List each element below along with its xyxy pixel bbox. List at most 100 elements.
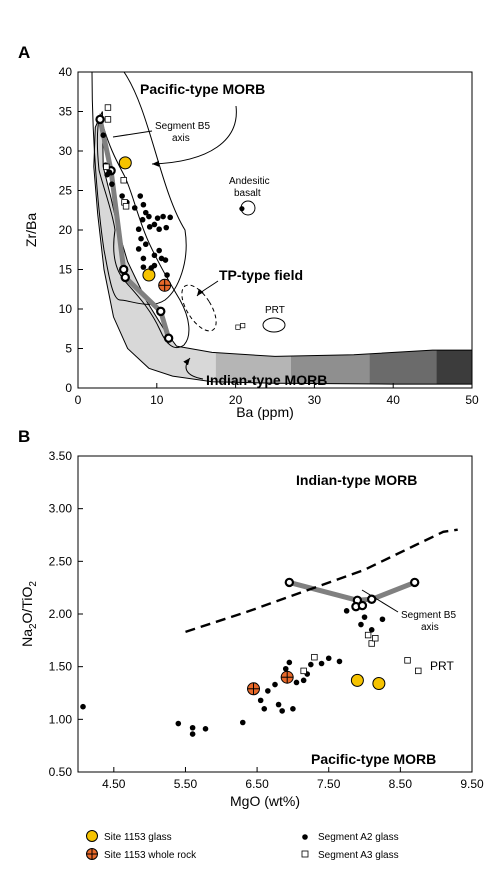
- b-segment-a2-glass-point-14: [290, 706, 296, 712]
- a-segment-a2-glass-point-11: [146, 213, 152, 220]
- b-segment-a2-glass-point-20: [325, 655, 332, 662]
- b-segment-a2-glass-point-0: [80, 703, 86, 710]
- prt-label-a: PRT: [265, 305, 285, 316]
- a-y-tick-label: 5: [65, 342, 72, 356]
- a-site-1153-glass-point-1: [142, 268, 156, 282]
- a-segment-a2-glass-point-0: [100, 132, 107, 138]
- a-segment-a2-glass-point-17: [146, 224, 153, 230]
- b-site-1153-glass-point-0: [350, 673, 364, 687]
- b-x-tick-label: 5.50: [174, 777, 198, 791]
- a-andesitic-basalt-point-0: [239, 206, 245, 212]
- legend-label-site-whole-rock: Site 1153 whole rock: [104, 850, 197, 861]
- pacific-type-field-outline: [91, 71, 187, 305]
- indian-field-step-3: [369, 111, 437, 385]
- b-dividing-line-line: [185, 528, 458, 634]
- b-segment-a2-glass-point-16: [300, 677, 307, 684]
- a-y-tick-label: 10: [59, 302, 73, 316]
- b-segment-a2-glass-point-24: [361, 614, 368, 620]
- b-segment-b5-axis-point-2: [367, 594, 377, 604]
- b-segment-a2-glass-point-1: [175, 720, 182, 727]
- b-segment-a2-glass-point-7: [261, 706, 268, 712]
- b-segment-b5-axis-extra-point-1: [357, 600, 368, 611]
- b-segment-a3-glass-point-3: [368, 640, 375, 647]
- a-segment-a3-glass-point-3: [120, 177, 127, 184]
- panel-b-y-label: Na2O/TiO2: [19, 581, 39, 647]
- a-segment-b5-axis-point-5: [163, 333, 174, 343]
- b-segment-a2-glass-point-10: [279, 708, 285, 714]
- a-y-tick-label: 30: [59, 144, 73, 158]
- a-segment-a2-glass-point-24: [151, 252, 158, 259]
- tp-type-field-ellipse: [181, 284, 217, 332]
- b-segment-a2-glass-point-6: [257, 697, 264, 704]
- b-segment-b5-axis-point-0: [284, 577, 295, 588]
- indian-type-label-b: Indian-type MORB: [296, 472, 417, 488]
- y-label-sub2: 2: [28, 581, 39, 587]
- b-segment-a2-glass-point-26: [379, 616, 386, 623]
- a-segment-a2-glass-point-19: [163, 224, 170, 231]
- a-segment-a3-glass-point-2: [103, 163, 110, 170]
- a-x-tick-label: 20: [229, 393, 243, 407]
- b-segment-a2-glass-point-3: [189, 731, 196, 737]
- b-y-tick-label: 1.50: [49, 660, 73, 674]
- a-y-tick-label: 20: [59, 223, 73, 237]
- b-segment-a2-glass-point-5: [239, 719, 246, 726]
- tp-arrow: [196, 280, 219, 297]
- a-segment-a3-glass-point-5: [122, 203, 130, 210]
- b-x-tick-label: 6.50: [245, 777, 269, 791]
- segment-b5-label-a-line2: axis: [172, 133, 190, 144]
- a-segment-a2-glass-point-5: [119, 193, 125, 199]
- b-segment-a3-glass-point-2: [364, 631, 372, 639]
- a-segment-a3-glass-point-1: [104, 116, 112, 123]
- segment-b5-axis-leader-b: [361, 589, 399, 613]
- a-segment-a2-glass-point-13: [154, 215, 161, 221]
- a-segment-a3-glass-point-0: [104, 104, 112, 111]
- panel-b-axes: 4.50 5.50 6.50 7.50 8.50 9.50 0.50 1.00 1.50 2.00…: [49, 449, 484, 791]
- b-segment-a2-glass-point-19: [318, 660, 325, 667]
- b-segment-b5-axis-line: [288, 579, 416, 603]
- b-segment-a2-glass-point-11: [272, 681, 278, 688]
- a-segment-a2-glass-point-25: [156, 247, 162, 254]
- b-segment-a2-glass-point-4: [202, 726, 209, 732]
- legend-label-a3: Segment A3 glass: [318, 850, 399, 861]
- a-segment-b5-axis-point-4: [156, 306, 166, 317]
- panel-b-series: [80, 528, 458, 737]
- a-segment-a2-glass-point-32: [164, 272, 170, 278]
- b-y-tick-label: 2.50: [49, 554, 73, 568]
- pacific-type-label-a: Pacific-type MORB: [140, 81, 265, 97]
- b-site-1153-glass-point-1: [372, 677, 386, 691]
- a-segment-a2-glass-point-12: [139, 216, 146, 223]
- b-segment-a3-glass-point-5: [404, 657, 411, 664]
- a-segment-a2-glass-point-31: [148, 265, 155, 271]
- b-segment-a2-glass-point-23: [358, 621, 364, 628]
- a-segment-a2-glass-point-9: [131, 205, 138, 211]
- pacific-type-label-b: Pacific-type MORB: [311, 751, 436, 767]
- b-y-tick-label: 3.50: [49, 449, 73, 463]
- b-segment-a2-glass-point-13: [286, 659, 293, 666]
- panel-b-letter: B: [18, 427, 30, 446]
- a-x-tick-label: 50: [465, 393, 479, 407]
- y-label-mid: O/TiO: [19, 587, 35, 624]
- b-segment-a3-glass-point-4: [372, 635, 379, 642]
- b-segment-a2-glass-point-25: [368, 627, 375, 633]
- b-y-tick-label: 2.00: [49, 607, 73, 621]
- indian-field-step-1: [215, 111, 291, 385]
- a-segment-a2-glass-point-16: [151, 221, 158, 228]
- a-y-tick-label: 25: [59, 184, 73, 198]
- a-x-tick-label: 30: [308, 393, 322, 407]
- a-segment-a2-glass-point-15: [167, 214, 173, 221]
- panel-a-series: [95, 104, 246, 343]
- b-segment-a2-glass-point-15: [293, 679, 300, 686]
- tp-type-field-label: TP-type field: [219, 267, 303, 283]
- a-segment-b5-axis-point-3: [120, 272, 130, 283]
- a-segment-b5-axis-point-2: [119, 264, 129, 275]
- legend-marker-a2: [302, 834, 308, 840]
- a-segment-a2-glass-point-14: [160, 213, 166, 220]
- a-segment-a2-glass-point-29: [162, 257, 169, 263]
- b-segment-a3-glass-point-1: [300, 667, 307, 675]
- segment-b5-outline: [96, 113, 190, 349]
- a-x-tick-label: 10: [150, 393, 164, 407]
- panel-a-x-label: Ba (ppm): [236, 404, 294, 420]
- a-segment-a2-glass-point-7: [137, 193, 144, 199]
- legend-label-site-glass: Site 1153 glass: [104, 832, 172, 843]
- a-segment-a2-glass-point-3: [106, 169, 113, 176]
